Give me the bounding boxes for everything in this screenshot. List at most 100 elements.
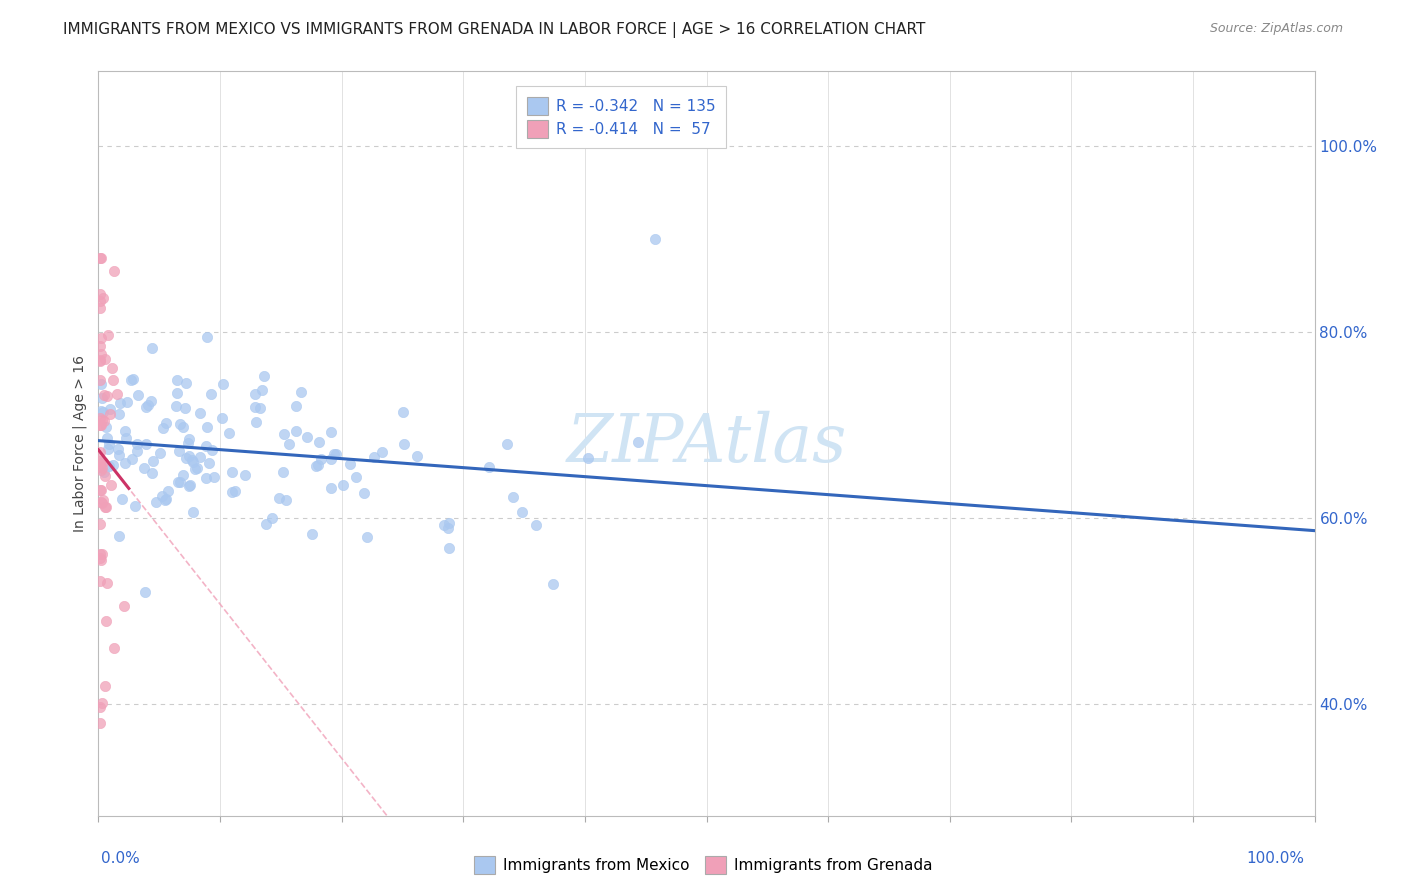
Point bbox=[89, 411, 111, 425]
Point bbox=[392, 437, 415, 451]
Point bbox=[93, 465, 115, 479]
Point bbox=[273, 427, 295, 442]
Point bbox=[325, 447, 347, 461]
Point bbox=[145, 495, 167, 509]
Point bbox=[253, 369, 276, 384]
Point bbox=[218, 426, 240, 441]
Point bbox=[339, 457, 361, 471]
Point bbox=[157, 483, 180, 498]
Point bbox=[108, 529, 131, 543]
Point bbox=[89, 287, 111, 301]
Point bbox=[90, 347, 112, 361]
Point bbox=[152, 421, 174, 435]
Point bbox=[89, 353, 111, 368]
Y-axis label: In Labor Force | Age > 16: In Labor Force | Age > 16 bbox=[73, 355, 87, 533]
Point bbox=[89, 417, 111, 432]
Text: Source: ZipAtlas.com: Source: ZipAtlas.com bbox=[1209, 22, 1343, 36]
Text: 0.0%: 0.0% bbox=[101, 851, 141, 865]
Point bbox=[356, 530, 378, 544]
Point bbox=[89, 699, 111, 714]
Point bbox=[267, 491, 290, 505]
Point bbox=[224, 483, 246, 498]
Point bbox=[96, 431, 118, 445]
Point bbox=[142, 453, 165, 467]
Point bbox=[180, 453, 202, 467]
Point bbox=[114, 456, 136, 470]
Point bbox=[332, 478, 354, 492]
Point bbox=[98, 407, 121, 421]
Point bbox=[502, 490, 524, 504]
Point bbox=[344, 470, 367, 484]
Point bbox=[90, 376, 112, 391]
Point bbox=[105, 386, 128, 401]
Point bbox=[91, 391, 114, 405]
Point bbox=[96, 389, 118, 403]
Point bbox=[91, 496, 114, 510]
Point bbox=[172, 420, 194, 434]
Point bbox=[245, 415, 267, 429]
Point bbox=[200, 387, 222, 401]
Point bbox=[221, 485, 243, 500]
Point bbox=[174, 401, 197, 416]
Point bbox=[89, 459, 111, 474]
Point bbox=[94, 469, 117, 483]
Point bbox=[150, 489, 173, 503]
Point bbox=[135, 400, 157, 414]
Point bbox=[195, 439, 218, 453]
Point bbox=[174, 450, 197, 465]
Point bbox=[93, 405, 115, 419]
Point bbox=[433, 518, 456, 533]
Point bbox=[186, 460, 208, 475]
Point bbox=[195, 329, 218, 343]
Point bbox=[496, 437, 519, 451]
Point bbox=[195, 471, 218, 485]
Point bbox=[91, 696, 114, 710]
Point bbox=[478, 460, 501, 475]
Point bbox=[141, 341, 163, 355]
Point bbox=[89, 453, 111, 467]
Point bbox=[252, 384, 274, 398]
Point bbox=[319, 452, 342, 467]
Point bbox=[132, 460, 155, 475]
Point bbox=[90, 495, 112, 509]
Point bbox=[121, 452, 143, 467]
Point bbox=[198, 456, 221, 470]
Point bbox=[233, 467, 256, 482]
Point bbox=[101, 458, 124, 472]
Point bbox=[172, 468, 194, 483]
Point bbox=[212, 377, 235, 392]
Point bbox=[295, 430, 318, 444]
Point bbox=[101, 360, 124, 375]
Point bbox=[90, 553, 112, 567]
Point bbox=[89, 516, 111, 531]
Point bbox=[284, 399, 307, 413]
Point bbox=[181, 455, 204, 469]
Point bbox=[90, 547, 112, 561]
Point bbox=[90, 418, 112, 433]
Point bbox=[108, 408, 131, 422]
Point bbox=[166, 373, 188, 387]
Point bbox=[262, 511, 284, 525]
Point bbox=[100, 477, 122, 491]
Point bbox=[211, 410, 233, 425]
Point bbox=[125, 444, 148, 458]
Point bbox=[301, 526, 323, 541]
Point bbox=[135, 437, 157, 451]
Point bbox=[89, 445, 111, 459]
Point bbox=[626, 434, 648, 449]
Point bbox=[155, 416, 177, 430]
Legend: R = -0.342   N = 135, R = -0.414   N =  57: R = -0.342 N = 135, R = -0.414 N = 57 bbox=[516, 87, 727, 148]
Point bbox=[153, 493, 176, 508]
Point bbox=[437, 521, 460, 535]
Point bbox=[90, 404, 112, 418]
Point bbox=[406, 449, 429, 463]
Point bbox=[91, 455, 114, 469]
Point bbox=[181, 505, 204, 519]
Point bbox=[644, 232, 666, 246]
Point bbox=[96, 420, 118, 434]
Point bbox=[249, 401, 271, 416]
Point bbox=[127, 388, 149, 402]
Point bbox=[149, 446, 172, 460]
Point bbox=[179, 432, 201, 446]
Point bbox=[94, 351, 117, 366]
